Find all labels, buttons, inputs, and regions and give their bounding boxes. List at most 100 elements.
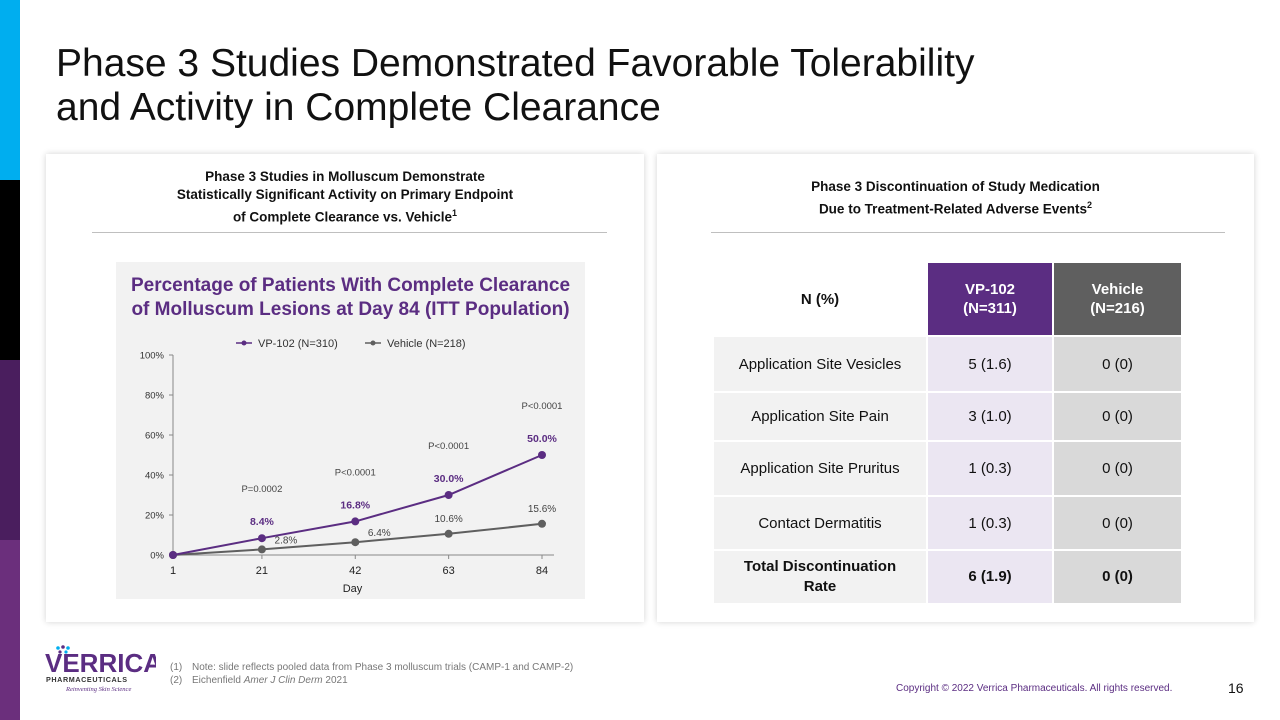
col-header-n: N (%) (714, 263, 926, 335)
slide-title-line2: and Activity in Complete Clearance (56, 86, 661, 129)
legend-marker (241, 340, 247, 346)
right-panel-divider (711, 232, 1225, 233)
row-label: Application Site Pruritus (714, 442, 926, 495)
panel-divider (92, 232, 607, 233)
line-chart-svg: 0% 20% 40% 60% 80% 100% 1 21 42 63 84 Day VP-102 (N=… (140, 338, 563, 595)
vp102-value: 1 (0.3) (928, 497, 1052, 549)
accent-segment-deep-purple (0, 360, 20, 540)
total-label-line2: Rate (803, 578, 837, 595)
legend-label: VP-102 (N=310) (258, 338, 338, 350)
logo-wordmark: VERRICA (45, 648, 156, 678)
footnote-1-text: Note: slide reflects pooled data from Ph… (192, 662, 574, 673)
y-tick-label: 0% (150, 551, 164, 562)
vp102-label: VP-102 (964, 281, 1016, 298)
data-point (538, 519, 546, 528)
table-total-row: Total Discontinuation Rate 6 (1.9) 0 (0) (714, 551, 1181, 603)
vp102-value: 3 (1.0) (928, 393, 1052, 440)
page-number: 16 (1228, 680, 1244, 696)
clearance-chart: Percentage of Patients With Complete Cle… (116, 262, 585, 599)
data-point (257, 534, 266, 543)
data-point (444, 529, 453, 538)
y-tick-label: 20% (145, 511, 165, 522)
table-row: Application Site Pruritus 1 (0.3) 0 (0) (714, 442, 1181, 495)
vehicle-label: Vehicle (1091, 281, 1144, 298)
y-tick-label: 60% (145, 431, 165, 442)
y-tick-label: 40% (145, 471, 165, 482)
total-vehicle-value: 0 (0) (1054, 551, 1181, 603)
right-heading-line1: Phase 3 Discontinuation of Study Medicat… (811, 179, 1100, 194)
heading-line3: of Complete Clearance vs. Vehicle (232, 209, 453, 225)
vehicle-data-label: 2.8% (275, 535, 298, 546)
accent-segment-plum (0, 540, 20, 720)
vp102-n: (N=311) (963, 300, 1017, 317)
clearance-panel: Phase 3 Studies in Molluscum Demonstrate… (46, 154, 644, 622)
right-heading-footnote-ref: 2 (1087, 200, 1093, 210)
vp102-data-label: 16.8% (340, 499, 370, 511)
footnotes: (1) Note: slide reflects pooled data from… (170, 661, 573, 687)
data-point (351, 517, 360, 526)
row-label: Application Site Vesicles (714, 337, 926, 391)
row-label: Contact Dermatitis (714, 497, 926, 549)
vp102-data-label: 30.0% (434, 473, 464, 485)
footnote-1: (1) Note: slide reflects pooled data from… (170, 661, 573, 674)
x-axis-label: Day (343, 583, 363, 595)
data-point (169, 551, 177, 559)
vehicle-n: (N=216) (1090, 300, 1145, 317)
footnote-2-number: (2) (170, 675, 183, 686)
heading-line2: Statistically Significant Activity on Pr… (176, 187, 514, 202)
chart-title: Percentage of Patients With Complete Cle… (116, 274, 585, 322)
vehicle-value: 0 (0) (1054, 337, 1181, 391)
vehicle-value: 0 (0) (1054, 393, 1181, 440)
y-tick-label: 80% (145, 391, 165, 402)
adverse-events-table: N (%) VP-102 (N=311) Vehicle (N=216) Appli… (712, 261, 1183, 605)
right-heading-line2: Due to Treatment-Related Adverse Events (818, 201, 1088, 217)
p-value-label: P<0.0001 (335, 467, 376, 478)
heading-footnote-ref: 1 (452, 208, 458, 218)
accent-segment-black (0, 180, 20, 360)
total-vp102-value: 6 (1.9) (928, 551, 1052, 603)
heading-line1: Phase 3 Studies in Molluscum Demonstrate (205, 169, 485, 184)
vehicle-data-label: 15.6% (528, 504, 556, 515)
row-label: Application Site Pain (714, 393, 926, 440)
data-point (351, 538, 360, 547)
legend-marker (370, 340, 376, 346)
table-row: Application Site Pain 3 (1.0) 0 (0) (714, 393, 1181, 440)
x-tick-label: 63 (443, 565, 455, 577)
verrica-logo: VERRICA PHARMACEUTICALS Reinventing Skin… (45, 645, 156, 693)
slide-title-line1: Phase 3 Studies Demonstrated Favorable T… (56, 42, 975, 85)
col-header-vp102: VP-102 (N=311) (928, 263, 1052, 335)
x-tick-label: 1 (170, 565, 176, 577)
p-value-label: P<0.0001 (428, 441, 469, 452)
legend-label: Vehicle (N=218) (387, 338, 466, 350)
vehicle-value: 0 (0) (1054, 442, 1181, 495)
vehicle-data-label: 10.6% (434, 514, 462, 525)
footnote-2-year: 2021 (325, 675, 348, 686)
vehicle-value: 0 (0) (1054, 497, 1181, 549)
logo-tagline: Reinventing Skin Science (65, 686, 131, 693)
col-header-vehicle: Vehicle (N=216) (1054, 263, 1181, 335)
x-tick-label: 84 (536, 565, 548, 577)
vp102-value: 5 (1.6) (928, 337, 1052, 391)
vp102-value: 1 (0.3) (928, 442, 1052, 495)
total-label-line1: Total Discontinuation (743, 558, 897, 575)
vp102-data-label: 50.0% (527, 433, 557, 445)
side-accent-bar (0, 0, 20, 720)
chart-title-line2: of Molluscum Lesions at Day 84 (ITT Popu… (131, 299, 570, 320)
clearance-panel-heading: Phase 3 Studies in Molluscum Demonstrate… (46, 168, 644, 227)
x-tick-label: 21 (256, 565, 268, 577)
table-header-row: N (%) VP-102 (N=311) Vehicle (N=216) (714, 263, 1181, 335)
table-row: Application Site Vesicles 5 (1.6) 0 (0) (714, 337, 1181, 391)
vp102-data-label: 8.4% (250, 516, 275, 528)
footnote-2: (2) Eichenfield Amer J Clin Derm 2021 (170, 674, 573, 687)
logo-subtitle: PHARMACEUTICALS (46, 675, 128, 684)
footnote-2-journal: Amer J Clin Derm (243, 675, 323, 686)
p-value-label: P<0.0001 (522, 401, 563, 412)
discontinuation-panel-heading: Phase 3 Discontinuation of Study Medicat… (657, 178, 1254, 219)
footnote-1-number: (1) (170, 662, 183, 673)
table-row: Contact Dermatitis 1 (0.3) 0 (0) (714, 497, 1181, 549)
copyright-notice: Copyright © 2022 Verrica Pharmaceuticals… (896, 683, 1173, 694)
x-tick-label: 42 (349, 565, 361, 577)
slide-title: Phase 3 Studies Demonstrated Favorable T… (56, 42, 1156, 130)
accent-segment-cyan (0, 0, 20, 180)
data-point (444, 491, 453, 499)
